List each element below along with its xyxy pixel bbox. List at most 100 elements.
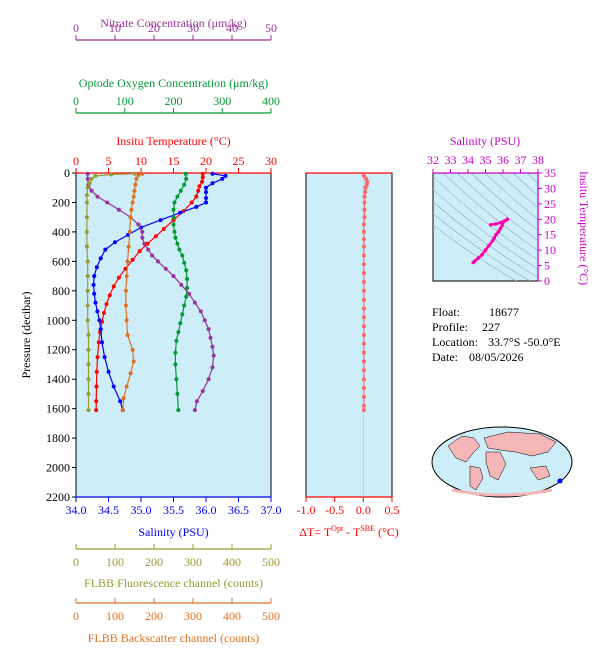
delta-point-9 bbox=[362, 207, 367, 212]
fluorescence-point-1 bbox=[109, 172, 114, 177]
backscatter-axis-label: FLBB Backscatter channel (counts) bbox=[88, 631, 260, 645]
backscatter-point-18 bbox=[131, 359, 136, 364]
ts-xtick-label-2: 34 bbox=[462, 153, 474, 167]
salinity-tick-label-0: 34.0 bbox=[66, 503, 87, 517]
delta-point-24 bbox=[361, 333, 366, 337]
temperature-axis: 0 5 10 15 20 25 30 Insitu Temperature (°C) bbox=[73, 134, 277, 174]
temperature-point-19 bbox=[102, 310, 106, 315]
delta-point-10 bbox=[362, 215, 367, 220]
fluorescence-point-15 bbox=[85, 318, 90, 323]
temperature-series bbox=[94, 171, 205, 413]
ts-contour-1 bbox=[433, 213, 531, 281]
ts-xtick-label-4: 36 bbox=[497, 153, 509, 167]
oxygen-series bbox=[171, 171, 190, 413]
temperature-point-27 bbox=[94, 408, 99, 413]
backscatter-point-2 bbox=[134, 176, 139, 181]
delta-point-22 bbox=[361, 315, 366, 320]
ts-diagram-panel bbox=[432, 172, 539, 282]
fluorescence-point-6 bbox=[84, 193, 89, 198]
pressure-tick-label-2: 400 bbox=[52, 225, 70, 239]
salinity-point-25 bbox=[102, 355, 107, 360]
oxygen-point-26 bbox=[174, 377, 179, 382]
delta-point-16 bbox=[361, 262, 366, 267]
temperature-point-2 bbox=[200, 179, 205, 184]
oxygen-point-12 bbox=[177, 247, 182, 252]
backscatter-point-9 bbox=[127, 229, 132, 234]
map-land-south-america bbox=[469, 465, 484, 491]
oxygen-point-4 bbox=[175, 194, 180, 199]
nitrate-point-5 bbox=[105, 200, 110, 205]
pressure-tick-label-0: 0 bbox=[64, 166, 70, 180]
delta-point-5 bbox=[363, 185, 368, 190]
delta-t-label-sup2: SBE bbox=[360, 524, 375, 533]
map-land-africa bbox=[485, 451, 507, 481]
fluorescence-point-8 bbox=[84, 215, 89, 220]
fluorescence-point-9 bbox=[84, 229, 89, 234]
fluorescence-tick-label-0: 0 bbox=[73, 555, 79, 569]
temperature-point-3 bbox=[197, 184, 202, 189]
salinity-point-16 bbox=[94, 265, 99, 270]
delta-point-13 bbox=[361, 237, 366, 242]
ts-temperature-label: Insitu Temperature (°C) bbox=[577, 171, 591, 285]
salinity-tick-label-3: 35.5 bbox=[163, 503, 184, 517]
backscatter-point-10 bbox=[126, 244, 131, 249]
ts-xtick-label-6: 38 bbox=[532, 153, 544, 167]
temperature-point-11 bbox=[145, 241, 150, 246]
nitrate-tick-label-5: 50 bbox=[265, 21, 277, 35]
ts-point-10 bbox=[498, 226, 503, 231]
temperature-tick-label-3: 15 bbox=[168, 154, 180, 168]
salinity-point-15 bbox=[98, 256, 103, 261]
temperature-tick-label-1: 5 bbox=[106, 154, 112, 168]
ts-salinity-label: Salinity (PSU) bbox=[450, 134, 520, 148]
salinity-point-2 bbox=[220, 176, 225, 181]
salinity-point-0 bbox=[210, 171, 215, 176]
backscatter-point-11 bbox=[125, 259, 130, 264]
backscatter-point-1 bbox=[136, 173, 141, 178]
ts-ytick-label-3: 15 bbox=[544, 228, 556, 242]
ts-contour-6 bbox=[456, 173, 538, 241]
delta-point-15 bbox=[361, 253, 366, 258]
backscatter-point-0 bbox=[140, 171, 145, 176]
salinity-tick-label-1: 34.5 bbox=[98, 503, 119, 517]
fluorescence-tick-label-1: 100 bbox=[106, 555, 124, 569]
salinity-tick-label-5: 36.5 bbox=[228, 503, 249, 517]
ts-point-3 bbox=[480, 253, 484, 257]
delta-point-27 bbox=[361, 359, 366, 364]
delta-point-28 bbox=[361, 368, 366, 373]
backscatter-point-6 bbox=[130, 200, 135, 205]
nitrate-point-8 bbox=[136, 222, 141, 227]
delta-t-content: -1.0 -0.5 0.0 0.5 bbox=[297, 171, 400, 517]
delta-point-17 bbox=[361, 271, 366, 276]
delta-point-26 bbox=[361, 350, 366, 355]
oxygen-point-9 bbox=[172, 229, 177, 234]
ts-ytick-label-6: 30 bbox=[544, 181, 556, 195]
salinity-axis-label: Salinity (PSU) bbox=[138, 525, 208, 539]
temperature-tick-label-4: 20 bbox=[200, 154, 212, 168]
nitrate-point-20 bbox=[198, 309, 203, 314]
nitrate-point-6 bbox=[116, 207, 121, 212]
oxygen-point-10 bbox=[173, 235, 178, 240]
temperature-tick-label-6: 30 bbox=[265, 154, 277, 168]
delta-point-11 bbox=[361, 222, 366, 227]
map-land-australia bbox=[529, 465, 551, 481]
backscatter-point-4 bbox=[132, 188, 137, 193]
fluorescence-tick-label-3: 300 bbox=[184, 555, 202, 569]
temperature-point-14 bbox=[123, 266, 128, 271]
oxygen-point-0 bbox=[183, 171, 188, 176]
pressure-tick-label-4: 800 bbox=[52, 284, 70, 298]
delta-point-14 bbox=[361, 244, 366, 249]
nitrate-point-23 bbox=[208, 335, 213, 340]
fluorescence-point-12 bbox=[85, 274, 90, 279]
pressure-tick-label-11: 2200 bbox=[46, 490, 70, 504]
pressure-tick-label-6: 1200 bbox=[46, 343, 70, 357]
salinity-point-26 bbox=[106, 369, 111, 374]
delta-point-30 bbox=[361, 386, 366, 390]
nitrate-point-1 bbox=[85, 176, 90, 181]
nitrate-point-18 bbox=[187, 291, 192, 296]
temperature-line bbox=[95, 173, 204, 411]
delta-point-3 bbox=[365, 179, 370, 184]
oxygen-point-7 bbox=[171, 215, 176, 220]
fluorescence-point-5 bbox=[85, 185, 90, 190]
oxygen-axis-label: Optode Oxygen Concentration (μm/kg) bbox=[79, 76, 268, 90]
